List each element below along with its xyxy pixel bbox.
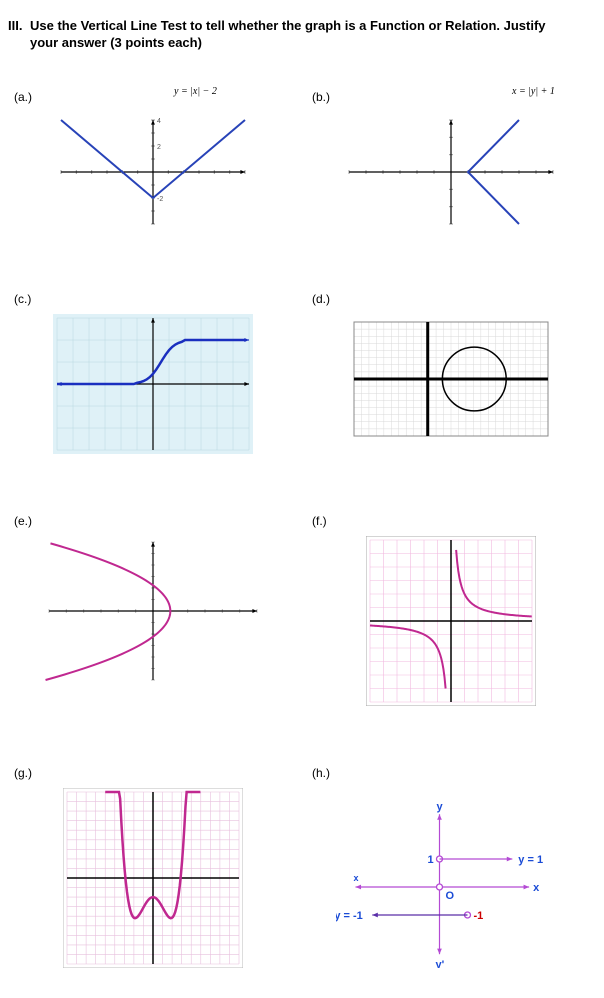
- problem-f: (f.): [312, 514, 590, 706]
- chart-g: [63, 788, 243, 968]
- chart-f: [366, 536, 536, 706]
- svg-text:-2: -2: [157, 196, 163, 203]
- problem-a: (a.) y = |x| − 2 -224: [14, 90, 292, 232]
- equation-text: x = |y| + 1: [512, 86, 555, 97]
- chart-a: -2 2 4: [53, 112, 253, 232]
- problem-label: (f.): [312, 514, 590, 528]
- problem-h: (h.) y y' x y = 1 y = -1 1 O -1 x: [312, 766, 590, 968]
- section-header: III. Use the Vertical Line Test to tell …: [8, 18, 590, 50]
- svg-text:y = -1: y = -1: [336, 910, 363, 922]
- chart-h: y y' x y = 1 y = -1 1 O -1 x: [336, 788, 566, 968]
- svg-text:y': y': [436, 959, 445, 968]
- svg-text:y: y: [437, 801, 444, 813]
- svg-text:4: 4: [157, 118, 161, 125]
- section-instruction-line1: Use the Vertical Line Test to tell wheth…: [30, 18, 590, 33]
- problem-label: (g.): [14, 766, 292, 780]
- problem-b: (b.) x = |y| + 1: [312, 90, 590, 232]
- svg-text:O: O: [446, 890, 455, 902]
- svg-text:-1: -1: [474, 910, 484, 922]
- svg-text:x: x: [533, 882, 540, 894]
- problem-d: (d.): [312, 292, 590, 454]
- svg-text:x: x: [354, 873, 359, 883]
- problems-grid: (a.) y = |x| − 2 -224 (b.) x = |y| + 1 (…: [8, 90, 590, 968]
- problem-label: (c.): [14, 292, 292, 306]
- problem-c: (c.): [14, 292, 292, 454]
- chart-c: [53, 314, 253, 454]
- section-instruction-line2: your answer (3 points each): [30, 35, 590, 50]
- equation-text: y = |x| − 2: [174, 86, 217, 97]
- problem-label: (d.): [312, 292, 590, 306]
- chart-e: [43, 536, 263, 686]
- chart-d: [346, 314, 556, 444]
- problem-g: (g.): [14, 766, 292, 968]
- svg-text:1: 1: [428, 854, 434, 866]
- section-number: III.: [8, 18, 30, 33]
- svg-text:2: 2: [157, 144, 161, 151]
- problem-label: (e.): [14, 514, 292, 528]
- problem-label: (a.): [14, 90, 292, 104]
- problem-e: (e.): [14, 514, 292, 706]
- chart-b: [341, 112, 561, 232]
- svg-text:y = 1: y = 1: [518, 854, 543, 866]
- problem-label: (h.): [312, 766, 590, 780]
